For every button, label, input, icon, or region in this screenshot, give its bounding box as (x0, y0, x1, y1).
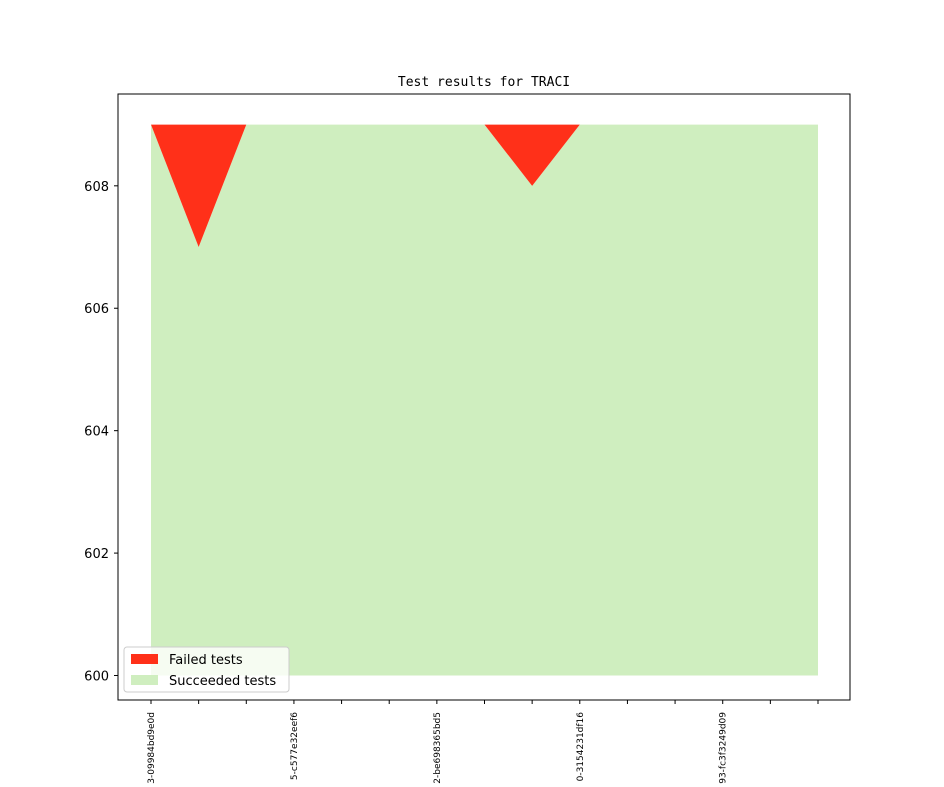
legend-label-succeeded: Succeeded tests (169, 674, 276, 689)
plot-area (151, 124, 818, 676)
legend-swatch-failed (131, 654, 158, 664)
legend-label-failed: Failed tests (169, 653, 243, 668)
x-tick-label: 93-fc3f3249d09 (719, 712, 729, 784)
series-failed-area (151, 124, 818, 248)
y-tick-label: 608 (84, 180, 109, 195)
x-tick-label: 0-3154231df16 (576, 712, 586, 782)
x-tick-label: 2-be698365bd5 (433, 712, 443, 784)
x-tick-label: 5-c577e32eef6 (290, 712, 300, 780)
legend-box (123, 646, 290, 693)
x-tick-label: 3-09984bd9e0d (147, 712, 157, 784)
y-tick-label: 600 (84, 670, 109, 685)
legend-swatch-succeeded (131, 675, 158, 685)
y-tick-label: 606 (84, 302, 109, 317)
y-tick-label: 602 (84, 547, 109, 562)
chart-title: Test results for TRACI (398, 75, 570, 90)
y-tick-label: 604 (84, 425, 109, 440)
x-axis: 3-09984bd9e0d 5-c577e32eef6 2-be698365bd5 0… (147, 700, 819, 784)
y-axis: 600 602 604 606 608 (84, 180, 118, 685)
series-succeeded-area (151, 124, 818, 676)
legend: Failed tests Succeeded tests (123, 646, 290, 693)
